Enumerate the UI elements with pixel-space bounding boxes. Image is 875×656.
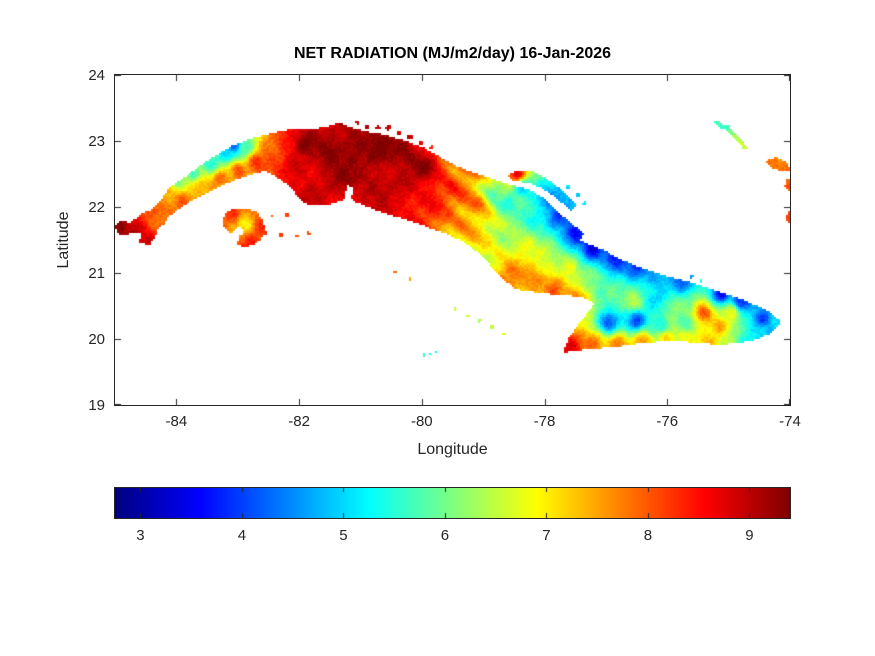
- x-tick-label: -74: [779, 413, 801, 430]
- colorbar-tick-label: 6: [440, 527, 450, 544]
- colorbar-gradient: [115, 488, 790, 518]
- colorbar: [114, 487, 791, 519]
- x-tick-label: -76: [656, 413, 679, 430]
- y-tick-label: 21: [88, 265, 105, 282]
- axes-area: [114, 74, 791, 406]
- x-tick-label: -78: [533, 413, 556, 430]
- colorbar-tick-label: 9: [745, 527, 754, 544]
- colorbar-tick-label: 3: [136, 527, 145, 544]
- cuba-net-radiation-map: [115, 75, 790, 405]
- x-tick-label: -80: [410, 413, 433, 430]
- plot-title: NET RADIATION (MJ/m2/day) 16-Jan-2026: [293, 45, 612, 62]
- colorbar-tick-label: 5: [339, 527, 348, 544]
- y-tick-label: 20: [88, 331, 105, 348]
- x-tick-label: -82: [288, 413, 310, 430]
- colorbar-tick-label: 4: [237, 527, 247, 544]
- y-tick-label: 23: [88, 133, 105, 150]
- y-axis-label: Latitude: [55, 211, 72, 269]
- colorbar-tick-label: 7: [542, 527, 551, 544]
- x-axis-label: Longitude: [417, 441, 488, 458]
- colorbar-tick-label: 8: [643, 527, 653, 544]
- y-tick-label: 19: [88, 397, 105, 414]
- y-tick-label: 24: [88, 67, 105, 84]
- y-tick-label: 22: [88, 199, 105, 216]
- x-tick-label: -84: [165, 413, 188, 430]
